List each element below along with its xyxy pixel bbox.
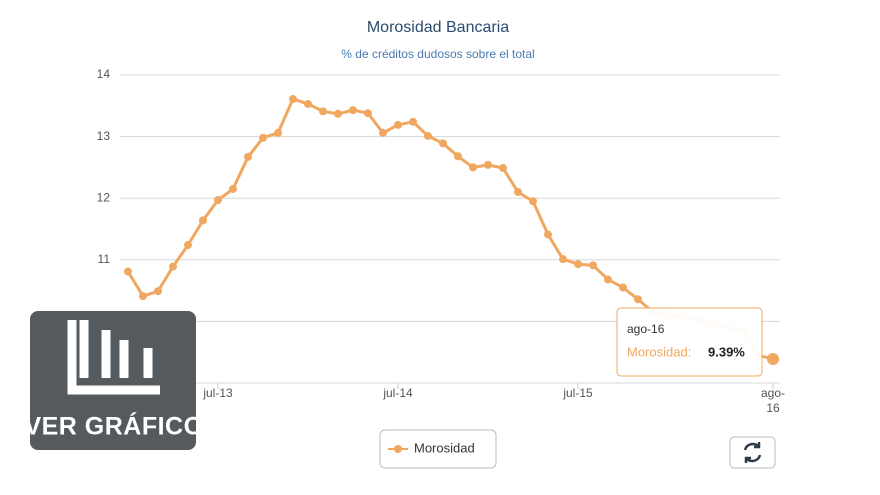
y-tick-label: 11: [98, 252, 111, 266]
point: [139, 292, 147, 301]
point: [334, 109, 342, 118]
tooltip-box: [616, 307, 763, 377]
refresh-button[interactable]: [729, 436, 776, 469]
chart-subtitle: % de créditos dudosos sobre el total: [341, 47, 534, 61]
chart-title: Morosidad Bancaria: [367, 19, 509, 36]
tooltip-value: 9.39%: [708, 344, 745, 359]
point: [304, 99, 312, 108]
point: [364, 109, 372, 118]
badge[interactable]: VER GRÁFICO: [24, 311, 203, 450]
point: [767, 352, 779, 365]
point: [154, 287, 162, 296]
y-tick-label: 13: [97, 129, 111, 143]
point: [244, 152, 252, 161]
point: [544, 230, 552, 239]
point: [214, 196, 222, 205]
point: [184, 241, 192, 250]
point: [439, 139, 447, 148]
x-tick-label: ago-16: [760, 386, 786, 415]
point: [559, 255, 567, 264]
x-tick-label: jul-15: [563, 386, 593, 400]
legend[interactable]: Morosidad: [379, 429, 497, 469]
refresh-box[interactable]: [729, 436, 776, 469]
refresh-icon: [743, 442, 762, 463]
point: [514, 188, 522, 197]
point: [574, 260, 582, 269]
point: [634, 295, 642, 304]
x-tick-label: jul-13: [203, 386, 233, 400]
point: [529, 197, 537, 206]
legend-label[interactable]: Morosidad: [414, 440, 475, 455]
point: [409, 117, 417, 126]
point: [604, 275, 612, 284]
tooltip-label: Morosidad:: [627, 344, 691, 359]
legend-box[interactable]: [379, 429, 497, 469]
point: [454, 152, 462, 161]
y-tick-label: 14: [97, 67, 111, 81]
point: [274, 128, 282, 137]
point: [199, 216, 207, 225]
point: [589, 261, 597, 270]
point: [259, 133, 267, 142]
point: [169, 262, 177, 271]
tooltip: ago-16 Morosidad: 9.39%: [616, 307, 763, 377]
y-tick-label: 12: [97, 190, 111, 204]
x-tick-label: jul-14: [383, 386, 413, 400]
point: [289, 95, 297, 104]
badge-label[interactable]: VER GRÁFICO: [24, 412, 203, 441]
point: [229, 184, 237, 193]
point: [619, 283, 627, 292]
point: [349, 106, 357, 115]
plot-area: 91011121314: [97, 67, 780, 389]
point: [484, 160, 492, 169]
tooltip-title: ago-16: [627, 322, 665, 336]
point: [319, 107, 327, 116]
point: [124, 267, 132, 276]
legend-marker: [394, 445, 402, 453]
point: [424, 131, 432, 140]
point: [499, 164, 507, 173]
point: [379, 128, 387, 137]
point: [469, 163, 477, 172]
badge-icon: [67, 320, 160, 395]
point: [394, 120, 402, 129]
